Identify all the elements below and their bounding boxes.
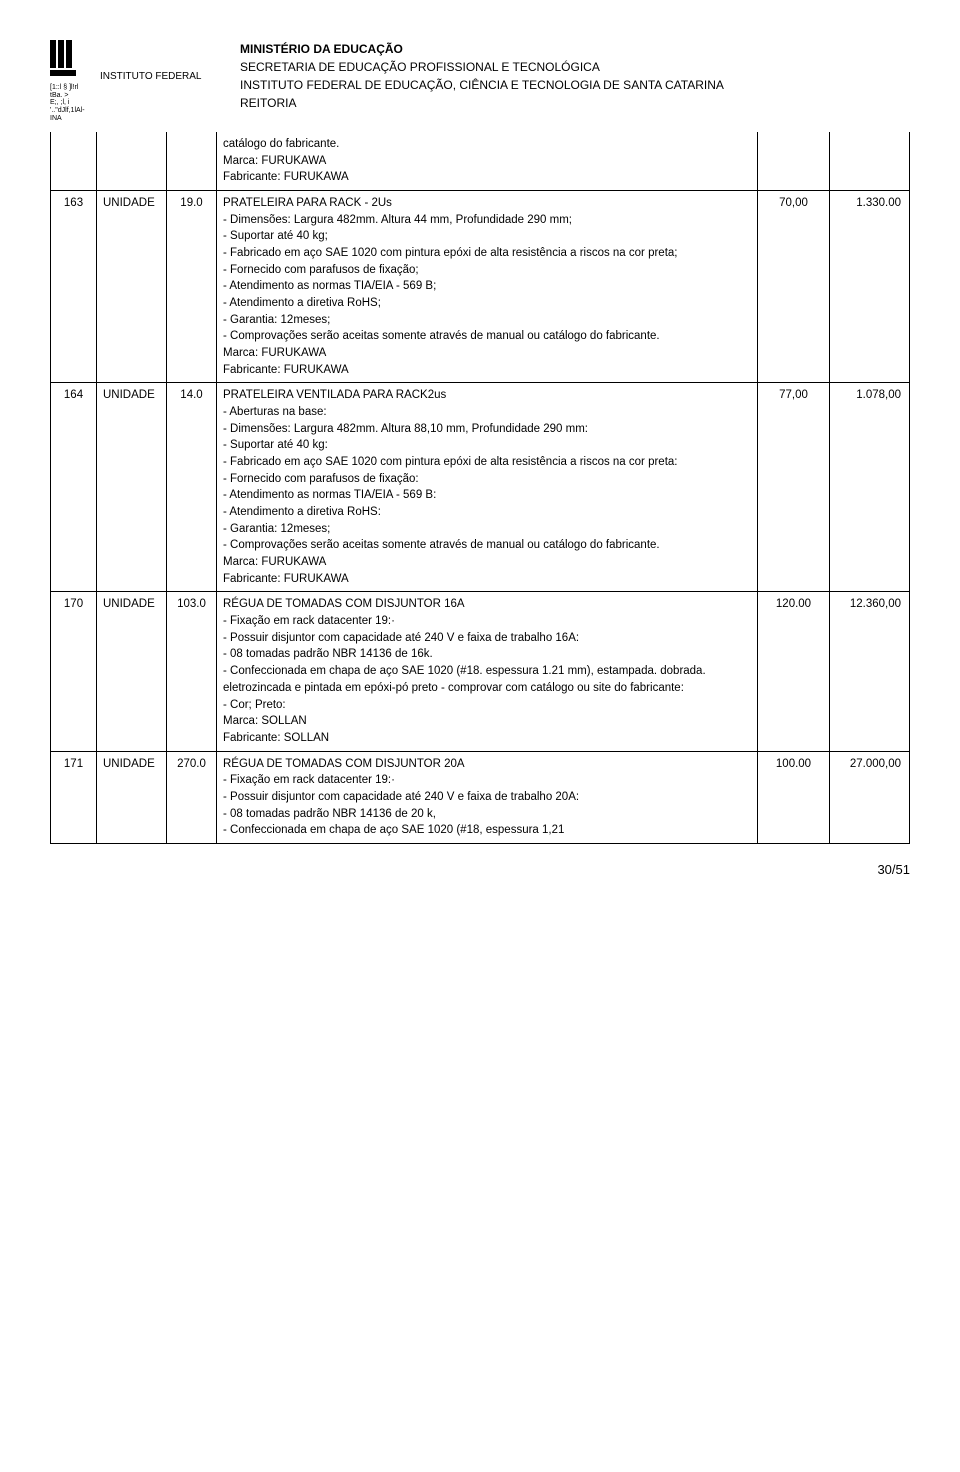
description-cell: PRATELEIRA VENTILADA PARA RACK2us- Abert… <box>217 383 758 592</box>
page-number: 30/51 <box>50 862 910 877</box>
cell: UNIDADE <box>97 191 167 383</box>
cell: 70,00 <box>758 191 830 383</box>
description-line: - Possuir disjuntor com capacidade até 2… <box>223 789 751 806</box>
logo-text-2: tBa. > <box>50 92 90 100</box>
description-line: Marca: FURUKAWA <box>223 153 751 170</box>
description-line: - Fabricado em aço SAE 1020 com pintura … <box>223 245 751 262</box>
description-line: - Atendimento a diretiva RoHS: <box>223 504 751 521</box>
description-line: PRATELEIRA VENTILADA PARA RACK2us <box>223 387 751 404</box>
cell: 120.00 <box>758 592 830 751</box>
description-line: RÉGUA DE TOMADAS COM DISJUNTOR 20A <box>223 756 751 773</box>
items-table: catálogo do fabricante.Marca: FURUKAWAFa… <box>50 132 910 844</box>
description-line: - Confeccionada em chapa de aço SAE 1020… <box>223 663 751 696</box>
cell: UNIDADE <box>97 383 167 592</box>
description-line: - Comprovações serão aceitas somente atr… <box>223 537 751 554</box>
description-line: - Dimensões: Largura 482mm. Altura 44 mm… <box>223 212 751 229</box>
description-line: - Confeccionada em chapa de aço SAE 1020… <box>223 822 751 839</box>
table-row: 163UNIDADE19.0PRATELEIRA PARA RACK - 2Us… <box>51 191 910 383</box>
description-cell: catálogo do fabricante.Marca: FURUKAWAFa… <box>217 132 758 191</box>
cell: 100.00 <box>758 751 830 843</box>
cell: 171 <box>51 751 97 843</box>
description-line: - Possuir disjuntor com capacidade até 2… <box>223 630 751 647</box>
description-cell: RÉGUA DE TOMADAS COM DISJUNTOR 16A- Fixa… <box>217 592 758 751</box>
description-line: - Aberturas na base: <box>223 404 751 421</box>
description-line: - Fixação em rack datacenter 19:· <box>223 613 751 630</box>
description-line: - Atendimento a diretiva RoHS; <box>223 295 751 312</box>
description-line: - Fixação em rack datacenter 19:· <box>223 772 751 789</box>
header-titles: MINISTÉRIO DA EDUCAÇÃO SECRETARIA DE EDU… <box>240 40 724 112</box>
description-line: - Fabricado em aço SAE 1020 com pintura … <box>223 454 751 471</box>
description-line: Fabricante: FURUKAWA <box>223 362 751 379</box>
description-line: - Atendimento as normas TIA/EIA - 569 B: <box>223 487 751 504</box>
cell: 170 <box>51 592 97 751</box>
description-line: Fabricante: FURUKAWA <box>223 169 751 186</box>
header-line-3: INSTITUTO FEDERAL DE EDUCAÇÃO, CIÊNCIA E… <box>240 76 724 94</box>
cell: 77,00 <box>758 383 830 592</box>
header-line-2: SECRETARIA DE EDUCAÇÃO PROFISSIONAL E TE… <box>240 58 724 76</box>
table-row: 170UNIDADE103.0RÉGUA DE TOMADAS COM DISJ… <box>51 592 910 751</box>
description-line: - 08 tomadas padrão NBR 14136 de 20 k, <box>223 806 751 823</box>
description-line: - Garantia: 12meses; <box>223 521 751 538</box>
description-line: Marca: FURUKAWA <box>223 345 751 362</box>
cell: 270.0 <box>167 751 217 843</box>
header-line-1: MINISTÉRIO DA EDUCAÇÃO <box>240 40 724 58</box>
description-cell: RÉGUA DE TOMADAS COM DISJUNTOR 20A- Fixa… <box>217 751 758 843</box>
cell: 19.0 <box>167 191 217 383</box>
description-line: RÉGUA DE TOMADAS COM DISJUNTOR 16A <box>223 596 751 613</box>
description-line: - Fornecido com parafusos de fixação: <box>223 471 751 488</box>
cell: 1.078,00 <box>830 383 910 592</box>
description-line: Marca: SOLLAN <box>223 713 751 730</box>
cell <box>758 132 830 191</box>
description-line: - Atendimento as normas TIA/EIA - 569 B; <box>223 278 751 295</box>
description-line: - Suportar até 40 kg: <box>223 437 751 454</box>
cell: 12.360,00 <box>830 592 910 751</box>
cell: 1.330.00 <box>830 191 910 383</box>
table-row: 164UNIDADE14.0PRATELEIRA VENTILADA PARA … <box>51 383 910 592</box>
cell: 164 <box>51 383 97 592</box>
description-line: PRATELEIRA PARA RACK - 2Us <box>223 195 751 212</box>
cell <box>830 132 910 191</box>
institute-label: INSTITUTO FEDERAL <box>100 70 202 83</box>
cell <box>167 132 217 191</box>
description-line: - Comprovações serão aceitas somente atr… <box>223 328 751 345</box>
description-line: - Fornecido com parafusos de fixação; <box>223 262 751 279</box>
cell: UNIDADE <box>97 592 167 751</box>
description-line: - Garantia: 12meses; <box>223 312 751 329</box>
description-line: Fabricante: SOLLAN <box>223 730 751 747</box>
cell <box>97 132 167 191</box>
logo-icon: [1::l § ]l!rl tBa. > E;, ;l, i '.."dJlf,… <box>50 40 90 100</box>
table-row: 171UNIDADE270.0RÉGUA DE TOMADAS COM DISJ… <box>51 751 910 843</box>
cell <box>51 132 97 191</box>
logo-text-3: E;, ;l, i '.."dJlf,1lAl-INA <box>50 99 90 122</box>
cell: 27.000,00 <box>830 751 910 843</box>
description-line: Marca: FURUKAWA <box>223 554 751 571</box>
cell: 14.0 <box>167 383 217 592</box>
description-cell: PRATELEIRA PARA RACK - 2Us- Dimensões: L… <box>217 191 758 383</box>
document-header: [1::l § ]l!rl tBa. > E;, ;l, i '.."dJlf,… <box>50 40 910 112</box>
cell: 163 <box>51 191 97 383</box>
description-line: - Dimensões: Largura 482mm. Altura 88,10… <box>223 421 751 438</box>
description-line: Fabricante: FURUKAWA <box>223 571 751 588</box>
table-row: catálogo do fabricante.Marca: FURUKAWAFa… <box>51 132 910 191</box>
logo-text-1: [1::l § ]l!rl <box>50 84 90 92</box>
cell: UNIDADE <box>97 751 167 843</box>
description-line: - 08 tomadas padrão NBR 14136 de 16k. <box>223 646 751 663</box>
cell: 103.0 <box>167 592 217 751</box>
description-line: catálogo do fabricante. <box>223 136 751 153</box>
description-line: - Cor; Preto: <box>223 697 751 714</box>
header-line-4: REITORIA <box>240 94 724 112</box>
logo-area: [1::l § ]l!rl tBa. > E;, ;l, i '.."dJlf,… <box>50 40 240 100</box>
description-line: - Suportar até 40 kg; <box>223 228 751 245</box>
